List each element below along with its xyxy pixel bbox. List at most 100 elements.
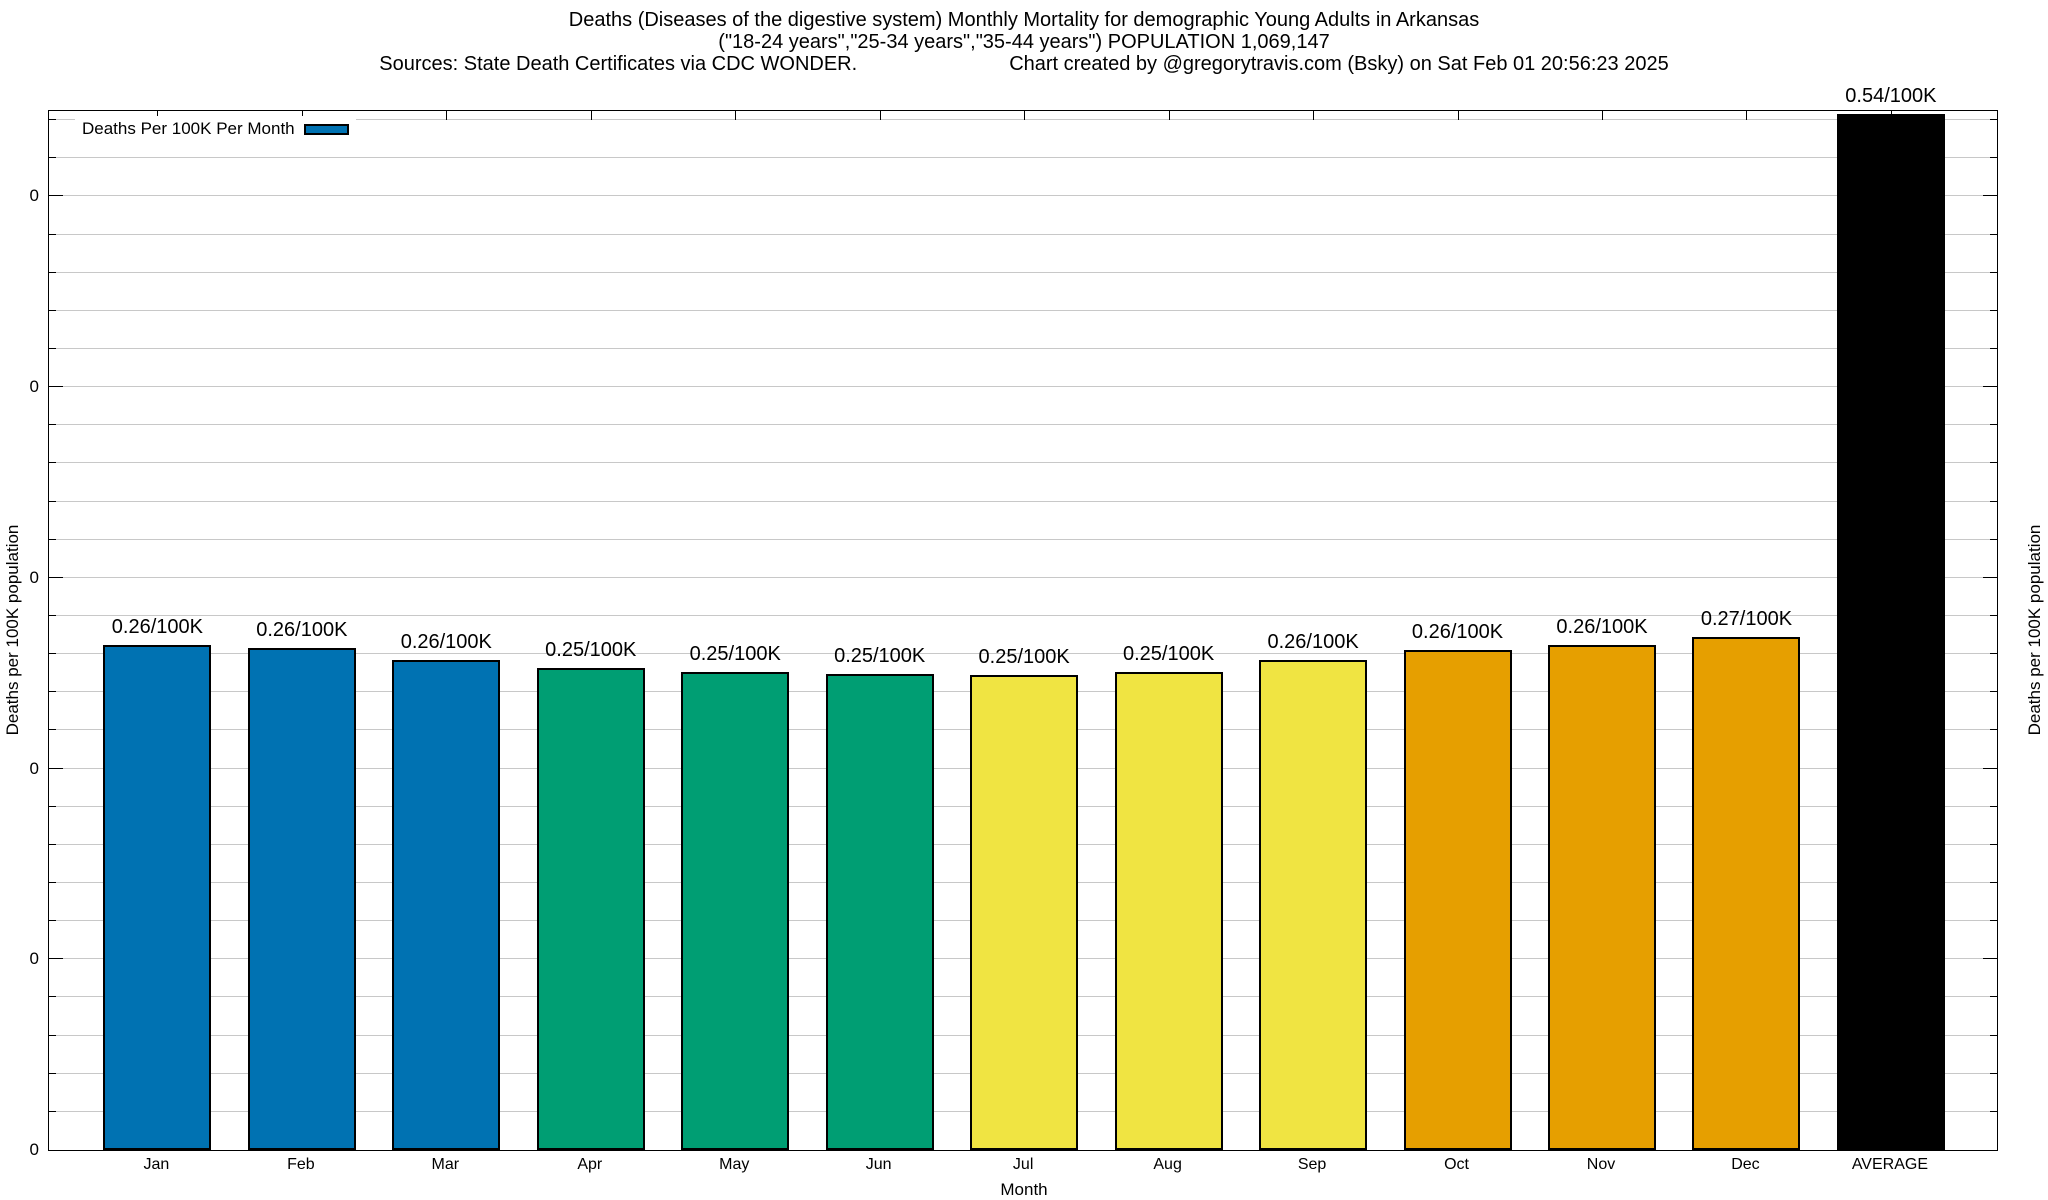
legend-swatch [303,123,349,135]
y-tick-mark-left [49,806,56,807]
x-tick-mark-top [157,111,159,120]
x-tick-label-average: AVERAGE [1851,1156,1928,1173]
x-tick-mark-top [1457,111,1459,120]
minor-gridline [49,653,1997,654]
y-tick-label: 0 [29,186,39,205]
x-axis-label: Month [1000,1180,1048,1199]
y-tick-mark-right [1990,310,1997,311]
bar-value-label: 0.26/100K [256,619,348,641]
bar-jun [825,674,934,1150]
y-tick-mark-right [1990,996,1997,997]
y-tick-mark-left [49,615,56,616]
x-tick-mark-top [590,111,592,120]
minor-gridline [49,272,1997,273]
x-tick-label-sep: Sep [1297,1156,1327,1173]
y-tick-mark-right [1990,920,1997,921]
x-tick-mark-top [879,111,881,120]
x-tick-mark-top [1168,111,1170,120]
y-tick-mark-left [49,272,56,273]
y-tick-mark-left [49,462,56,463]
y-tick-label: 0 [29,759,39,778]
y-tick-mark-left [49,1111,56,1112]
x-tick-label-nov: Nov [1586,1156,1616,1173]
minor-gridline [49,310,1997,311]
legend: Deaths Per 100K Per Month [75,116,356,142]
y-tick-mark-right [1990,272,1997,273]
y-tick-mark-left [49,119,56,120]
bar-value-label: 0.26/100K [400,631,492,653]
x-tick-mark-top [1602,111,1603,120]
y-tick-mark-right [1990,119,1997,120]
y-tick-mark-left [49,195,63,196]
y-tick-mark-right [1983,386,1997,387]
x-tick-label-aug: Aug [1153,1156,1182,1173]
y-tick-mark-left [49,920,56,921]
minor-gridline [49,539,1997,540]
bar-apr [536,668,645,1150]
x-tick-label-may: May [719,1156,750,1173]
y-tick-label: 0 [29,1140,39,1159]
x-tick-label-apr: Apr [577,1156,603,1173]
y-tick-mark-left [49,958,63,959]
x-tick-label-jul: Jul [1012,1156,1034,1173]
x-tick-mark-top [735,111,737,120]
y-tick-mark-right [1990,806,1997,807]
x-tick-label-jan: Jan [143,1156,170,1173]
minor-gridline [49,157,1997,158]
y-tick-mark-left [49,386,63,387]
y-tick-mark-left [49,729,56,730]
bar-aug [1114,672,1223,1150]
y-tick-mark-right [1990,157,1997,158]
x-tick-label-jun: Jun [865,1156,892,1173]
y-tick-mark-right [1990,1073,1997,1074]
bar-value-label: 0.26/100K [1556,616,1648,638]
y-tick-mark-right [1990,539,1997,540]
y-tick-mark-left [49,424,56,425]
minor-gridline [49,119,1997,120]
y-tick-mark-left [49,310,56,311]
bar-value-label: 0.26/100K [111,616,203,638]
y-tick-mark-left [49,691,56,692]
bar-nov [1548,645,1656,1150]
bar-value-label: 0.25/100K [978,646,1070,668]
y-tick-mark-left [49,768,63,769]
bar-average [1836,114,1945,1150]
chart-header: Deaths (Diseases of the digestive system… [0,9,2048,75]
y-tick-mark-left [49,996,56,997]
x-tick-mark-top [1313,111,1315,120]
y-tick-label: 0 [29,949,39,968]
x-tick-mark-top [1746,111,1748,120]
major-gridline [49,386,1997,387]
y-tick-mark-right [1990,653,1997,654]
bar-may [681,672,790,1150]
y-tick-mark-right [1990,1111,1997,1112]
plot-area: Deaths Per 100K Per Month 0 0 0 0 0 0 0.26/100… [30,85,1998,1159]
y-tick-mark-right [1990,234,1997,235]
y-tick-mark-left [49,157,56,158]
y-tick-mark-left [49,234,56,235]
y-tick-mark-left [49,1035,56,1036]
y-tick-mark-right [1990,882,1997,883]
y-tick-mark-left [49,577,63,578]
y-tick-mark-left [49,844,56,845]
minor-gridline [49,462,1997,463]
y-tick-mark-left [49,501,56,502]
bar-value-label: 0.25/100K [834,645,926,667]
chart-title-line2: ("18-24 years","25-34 years","35-44 year… [718,31,1330,53]
chart-sources: Sources: State Death Certificates via CD… [379,53,858,75]
y-tick-mark-right [1983,195,1997,196]
y-tick-mark-right [1990,424,1997,425]
bar-jul [970,675,1079,1150]
x-tick-label-oct: Oct [1444,1156,1469,1173]
y-tick-mark-right [1990,348,1997,349]
bar-feb [247,648,356,1150]
y-tick-mark-left [49,653,56,654]
y-tick-mark-right [1983,958,1997,959]
bar-value-label: 0.54/100K [1845,85,1937,107]
major-gridline [49,195,1997,196]
bar-jan [103,645,212,1150]
y-tick-mark-left [49,882,56,883]
y-tick-mark-right [1990,615,1997,616]
y-tick-mark-right [1990,691,1997,692]
y-tick-mark-right [1983,768,1997,769]
